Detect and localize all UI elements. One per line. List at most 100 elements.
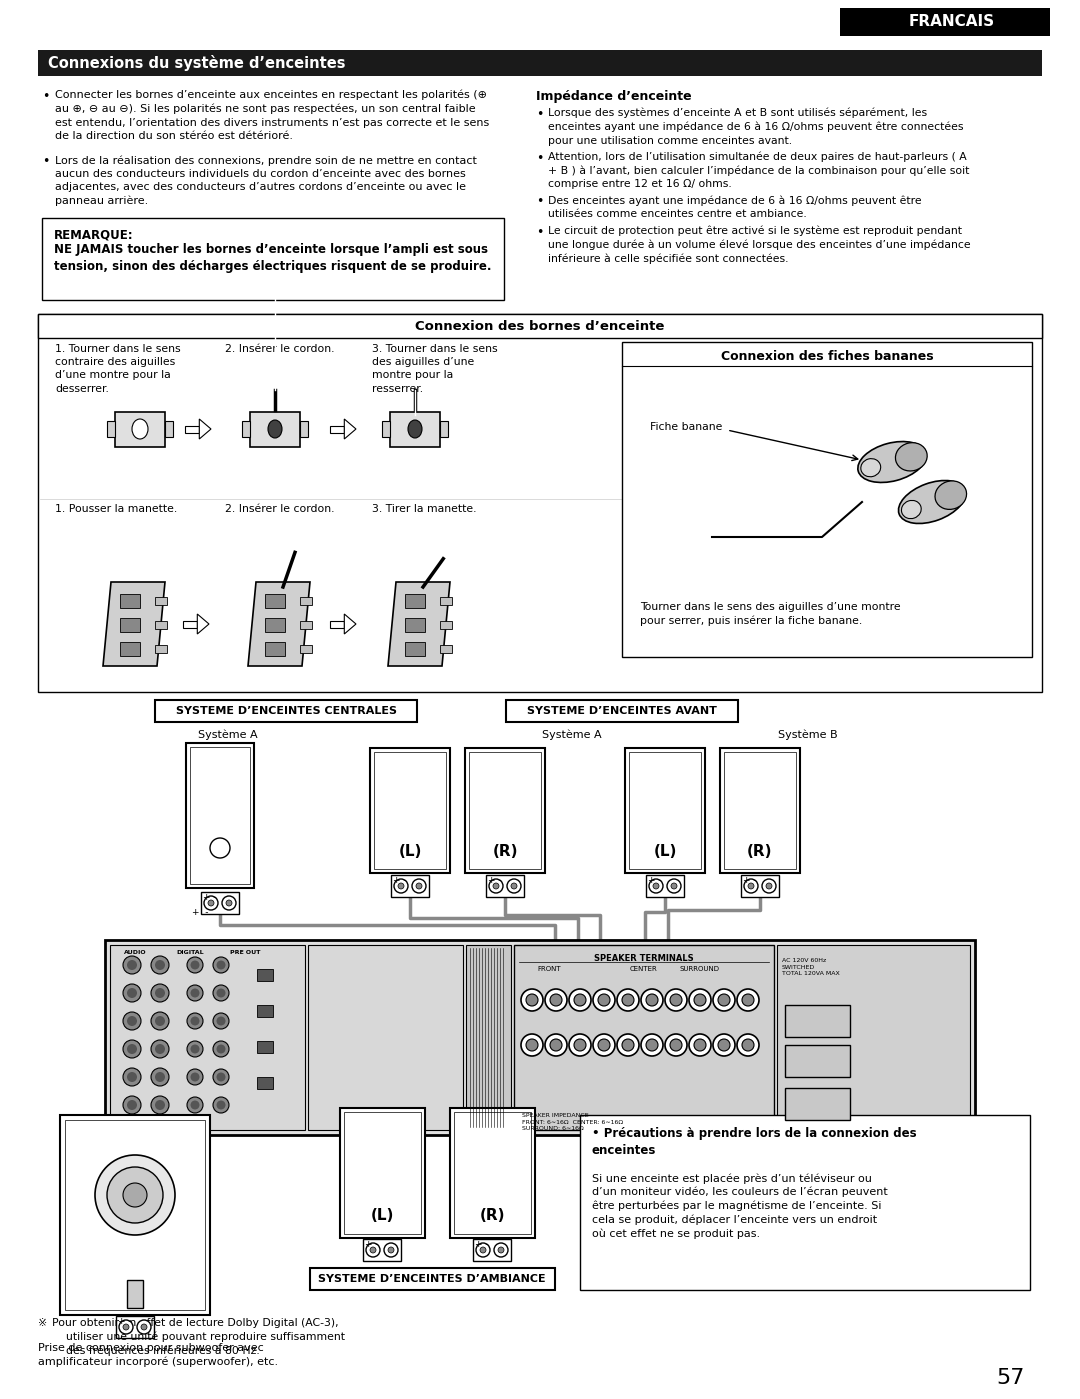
Text: DIGITAL: DIGITAL xyxy=(176,950,204,956)
Bar xyxy=(156,700,417,722)
Circle shape xyxy=(213,1097,229,1114)
Circle shape xyxy=(213,1041,229,1058)
Circle shape xyxy=(507,879,521,893)
Circle shape xyxy=(617,989,639,1011)
Bar xyxy=(257,1004,273,1017)
Circle shape xyxy=(151,983,168,1002)
Text: Le circuit de protection peut être activé si le système est reproduit pendant
un: Le circuit de protection peut être activ… xyxy=(548,225,971,264)
Circle shape xyxy=(216,989,226,997)
Circle shape xyxy=(573,995,586,1006)
Ellipse shape xyxy=(132,418,148,439)
Bar xyxy=(105,940,975,1135)
Circle shape xyxy=(593,989,615,1011)
Circle shape xyxy=(123,1095,141,1114)
Circle shape xyxy=(123,983,141,1002)
Text: (L): (L) xyxy=(370,1209,394,1224)
Circle shape xyxy=(151,1067,168,1086)
Circle shape xyxy=(107,1167,163,1223)
Bar xyxy=(42,218,504,299)
Text: (R): (R) xyxy=(747,844,773,859)
Circle shape xyxy=(622,995,634,1006)
Bar xyxy=(370,748,450,873)
Circle shape xyxy=(151,1095,168,1114)
Circle shape xyxy=(670,1039,681,1051)
Bar xyxy=(265,618,285,632)
Circle shape xyxy=(222,895,237,909)
Circle shape xyxy=(187,957,203,972)
Circle shape xyxy=(213,957,229,972)
Text: •: • xyxy=(42,90,50,104)
Circle shape xyxy=(718,1039,730,1051)
Bar xyxy=(363,1240,401,1260)
Text: PRE OUT: PRE OUT xyxy=(230,950,260,956)
Bar xyxy=(242,421,249,436)
Bar xyxy=(156,645,167,653)
Bar xyxy=(720,748,800,873)
Text: NE JAMAIS toucher les bornes d’enceinte lorsque l’ampli est sous
tension, sinon : NE JAMAIS toucher les bornes d’enceinte … xyxy=(54,243,491,273)
Circle shape xyxy=(156,1072,165,1081)
Circle shape xyxy=(213,1069,229,1086)
Text: SYSTEME D’ENCEINTES D’AMBIANCE: SYSTEME D’ENCEINTES D’AMBIANCE xyxy=(319,1274,545,1284)
Circle shape xyxy=(569,989,591,1011)
Circle shape xyxy=(156,1044,165,1053)
Bar xyxy=(300,645,312,653)
Circle shape xyxy=(694,995,706,1006)
Circle shape xyxy=(123,1039,141,1058)
Bar xyxy=(646,874,684,897)
Text: Connexion des fiches bananes: Connexion des fiches bananes xyxy=(720,350,933,362)
Bar xyxy=(249,411,300,448)
Circle shape xyxy=(187,1013,203,1030)
Bar xyxy=(156,597,167,604)
Circle shape xyxy=(213,985,229,1002)
Circle shape xyxy=(492,883,499,888)
Bar xyxy=(38,50,1042,76)
Circle shape xyxy=(670,995,681,1006)
Circle shape xyxy=(190,1101,200,1109)
Polygon shape xyxy=(388,582,450,666)
Text: + -: + - xyxy=(393,876,407,886)
Bar xyxy=(473,1240,511,1260)
Bar xyxy=(300,421,308,436)
Text: Système B: Système B xyxy=(779,730,838,740)
Text: (R): (R) xyxy=(480,1209,505,1224)
Circle shape xyxy=(216,961,226,970)
Circle shape xyxy=(366,1242,380,1256)
Text: FRONT: FRONT xyxy=(537,965,561,972)
Polygon shape xyxy=(103,582,165,666)
Bar xyxy=(300,621,312,630)
Circle shape xyxy=(208,900,214,907)
Circle shape xyxy=(127,1016,137,1025)
Bar xyxy=(185,425,200,432)
Circle shape xyxy=(593,1034,615,1056)
Bar xyxy=(629,753,701,869)
Circle shape xyxy=(569,1034,591,1056)
Ellipse shape xyxy=(858,442,927,483)
Text: 1. Pousser la manette.: 1. Pousser la manette. xyxy=(55,504,177,513)
Ellipse shape xyxy=(895,442,928,471)
Bar xyxy=(382,421,390,436)
Text: Connexion des bornes d’enceinte: Connexion des bornes d’enceinte xyxy=(416,319,664,333)
Bar xyxy=(257,970,273,981)
Ellipse shape xyxy=(268,420,282,438)
Circle shape xyxy=(190,989,200,997)
Circle shape xyxy=(762,879,777,893)
Text: Si une enceinte est placée près d’un téléviseur ou
d’un moniteur vidéo, les coul: Si une enceinte est placée près d’un tél… xyxy=(592,1172,888,1240)
Circle shape xyxy=(156,1100,165,1109)
Circle shape xyxy=(226,900,232,907)
Circle shape xyxy=(550,1039,562,1051)
Text: Système A: Système A xyxy=(542,730,602,740)
Circle shape xyxy=(665,989,687,1011)
Circle shape xyxy=(123,1184,147,1207)
Circle shape xyxy=(498,1247,504,1254)
Ellipse shape xyxy=(861,459,880,477)
Text: 2. Insérer le cordon.: 2. Insérer le cordon. xyxy=(225,504,335,513)
Text: SPEAKER TERMINALS: SPEAKER TERMINALS xyxy=(594,954,693,963)
Text: • Précautions à prendre lors de la connexion des
enceintes: • Précautions à prendre lors de la conne… xyxy=(592,1128,917,1157)
Circle shape xyxy=(156,988,165,997)
Text: REMARQUE:: REMARQUE: xyxy=(54,228,134,241)
Bar xyxy=(390,411,440,448)
Text: Lors de la réalisation des connexions, prendre soin de ne mettre en contact
aucu: Lors de la réalisation des connexions, p… xyxy=(55,155,477,206)
Circle shape xyxy=(665,1034,687,1056)
Bar xyxy=(265,642,285,656)
Circle shape xyxy=(190,961,200,970)
